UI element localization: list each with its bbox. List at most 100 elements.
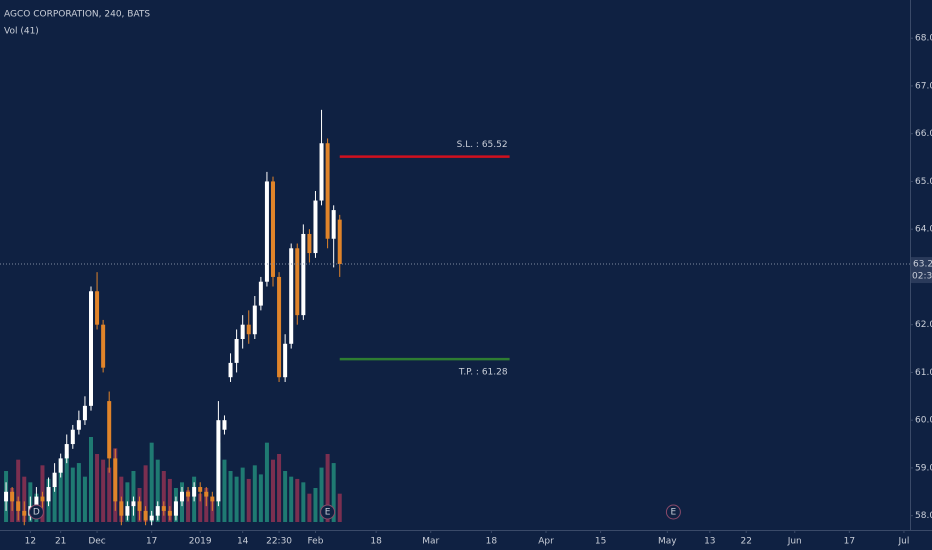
candle-body	[155, 506, 160, 516]
candle-body	[216, 420, 221, 502]
candle-body	[222, 420, 227, 430]
candle-body	[258, 281, 263, 306]
x-tick-label: 13	[704, 537, 715, 547]
x-tick-label: 2019	[189, 537, 212, 547]
volume-bar	[161, 471, 166, 522]
volume-bar	[264, 442, 269, 522]
candle-body	[234, 339, 239, 363]
candle-body	[10, 491, 15, 502]
candle-body	[161, 506, 166, 511]
volume-bar	[234, 476, 239, 522]
candle-body	[173, 501, 178, 516]
candle-body	[70, 429, 75, 445]
candle-body	[4, 491, 9, 502]
chart-title: AGCO CORPORATION, 240, BATS	[4, 10, 150, 20]
candle-body	[307, 233, 312, 254]
y-tick-label: 68.00	[915, 34, 932, 44]
candle-body	[22, 510, 27, 516]
x-tick-label: 22:30	[266, 537, 292, 547]
volume-bar	[101, 459, 106, 522]
candle-body	[240, 324, 245, 340]
candle-body	[337, 219, 342, 265]
candle-body	[246, 324, 251, 335]
x-tick-label: Jun	[787, 537, 802, 547]
volume-bar	[198, 493, 203, 522]
candle-body	[76, 420, 81, 430]
candle-body	[264, 181, 269, 282]
candle-body	[113, 458, 118, 502]
volume-bar	[143, 465, 148, 522]
volume-bar	[131, 471, 136, 522]
volume-bar	[331, 463, 336, 522]
candle-body	[186, 491, 191, 497]
candle-body	[95, 291, 100, 325]
x-tick-label: 14	[237, 537, 249, 547]
volume-bar	[82, 476, 87, 522]
y-tick-label: 58.00	[915, 511, 932, 521]
candle-body	[180, 491, 184, 502]
level-label: S.L. : 65.52	[457, 140, 508, 150]
x-tick-label: 17	[844, 537, 855, 547]
volume-bar	[52, 474, 57, 522]
candle-body	[295, 248, 300, 316]
candle-body	[64, 444, 69, 459]
volume-bar	[167, 478, 172, 522]
volume-bar	[149, 442, 154, 522]
candle-body	[252, 305, 257, 335]
candle-body	[283, 343, 288, 378]
candle-body	[107, 401, 112, 459]
event-marker	[320, 504, 336, 520]
candle-body	[149, 515, 154, 521]
candle-body	[137, 501, 142, 511]
candle-body	[277, 276, 282, 378]
x-tick-label: Mar	[422, 537, 439, 547]
candle-body	[131, 501, 136, 507]
y-tick-label: 67.00	[915, 81, 932, 91]
countdown-label: 02:32:07	[912, 272, 932, 282]
candle-body	[167, 510, 172, 516]
y-tick-label: 59.00	[915, 463, 932, 473]
volume-bar	[70, 467, 75, 522]
y-tick-label: 66.00	[915, 129, 932, 139]
volume-bar	[319, 467, 324, 522]
candle-body	[58, 458, 63, 473]
candle-body	[52, 472, 57, 488]
candle-body	[89, 291, 93, 406]
x-tick-label: 18	[370, 537, 382, 547]
candle-body	[82, 405, 87, 421]
volume-bar	[325, 454, 330, 522]
x-tick-label: 15	[595, 537, 606, 547]
volume-bar	[289, 476, 294, 522]
candle-body	[125, 506, 130, 516]
candle-body	[325, 143, 330, 239]
volume-bar	[22, 476, 27, 522]
y-tick-label: 62.00	[915, 320, 932, 330]
x-tick-label: May	[658, 537, 677, 547]
volume-bar	[295, 478, 300, 522]
candle-body	[34, 496, 39, 507]
candle-body	[46, 487, 51, 502]
x-tick-label: 22	[740, 537, 751, 547]
volume-bar	[301, 482, 306, 522]
x-tick-label: 18	[486, 537, 498, 547]
x-tick-label: 12	[25, 537, 36, 547]
volume-bar	[155, 459, 160, 522]
volume-bar	[16, 459, 21, 522]
y-tick-label: 60.00	[915, 416, 932, 426]
candle-body	[301, 233, 306, 316]
x-tick-label: Apr	[538, 537, 554, 547]
candle-body	[331, 210, 336, 239]
last-price-label: 63.27	[913, 260, 932, 270]
volume-bar	[186, 490, 191, 522]
volume-bar	[313, 488, 318, 522]
candle-body	[319, 143, 324, 201]
volume-bar	[95, 454, 100, 522]
volume-bar	[307, 493, 312, 522]
volume-bar	[58, 459, 63, 522]
volume-bar	[271, 459, 275, 522]
indicator-label: Vol (41)	[4, 27, 39, 37]
event-marker	[28, 504, 44, 520]
